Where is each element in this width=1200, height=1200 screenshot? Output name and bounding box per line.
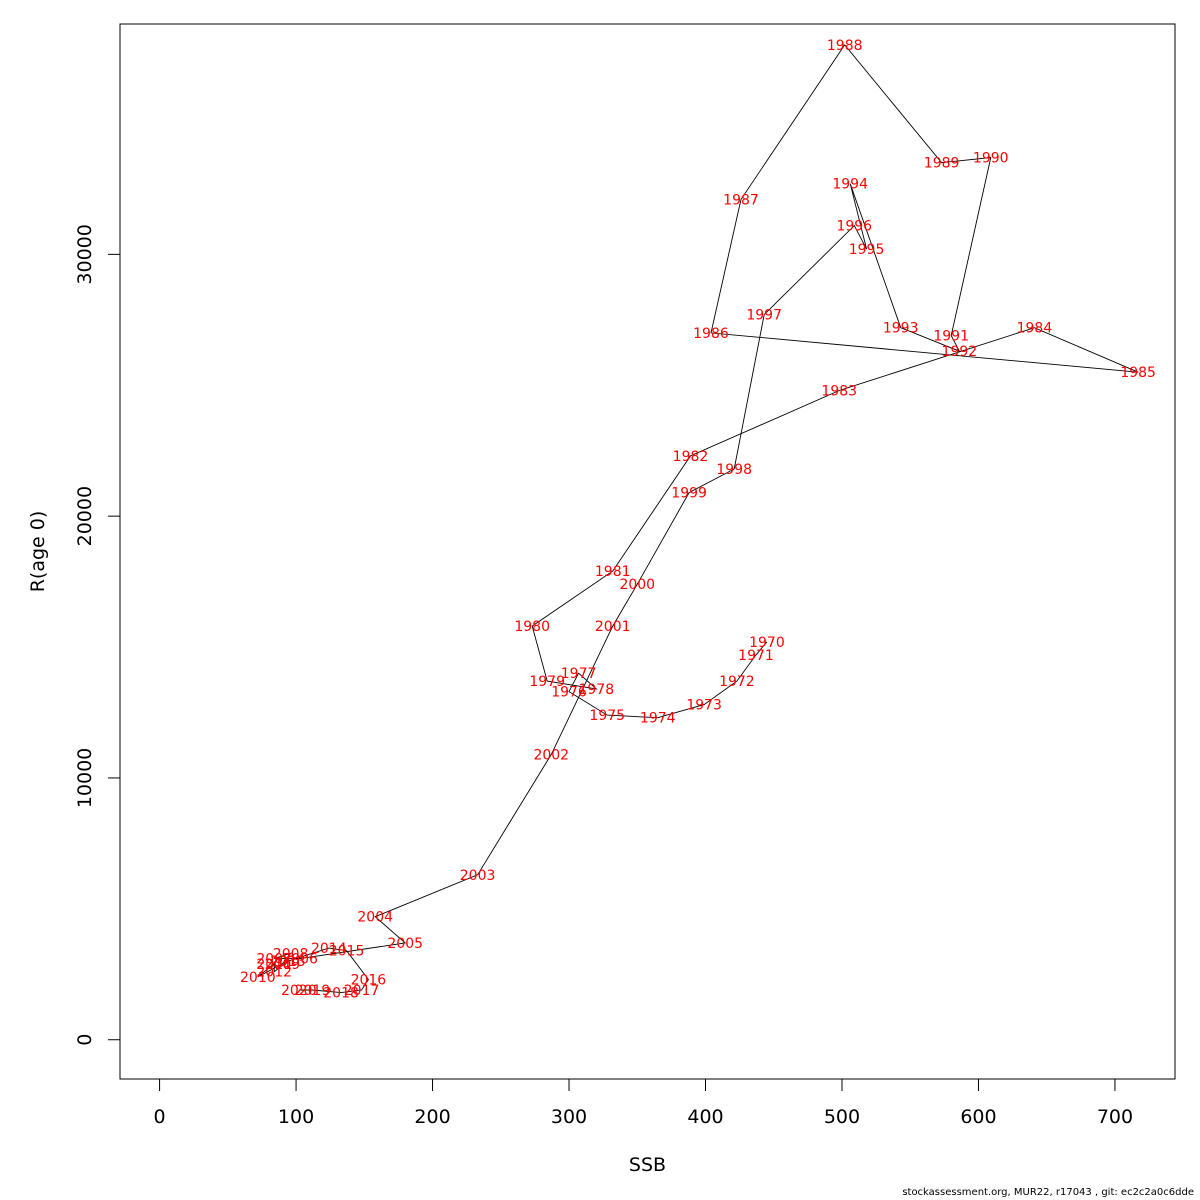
x-tick-label: 300 <box>551 1106 587 1128</box>
year-label-2015: 2015 <box>329 944 365 960</box>
year-label-2010: 2010 <box>240 970 276 986</box>
year-label-1983: 1983 <box>821 384 857 400</box>
year-label-1976: 1976 <box>551 685 587 701</box>
year-label-2004: 2004 <box>357 910 393 926</box>
year-label-1977: 1977 <box>561 666 597 682</box>
year-label-1993: 1993 <box>883 321 919 337</box>
year-label-1992: 1992 <box>942 344 978 360</box>
x-tick-label: 0 <box>154 1106 166 1128</box>
year-label-1975: 1975 <box>589 708 625 724</box>
year-label-1978: 1978 <box>578 682 614 698</box>
year-label-1980: 1980 <box>514 619 550 635</box>
year-label-2012: 2012 <box>256 965 292 981</box>
year-label-2005: 2005 <box>387 936 423 952</box>
year-label-1973: 1973 <box>686 698 722 714</box>
year-label-1989: 1989 <box>924 156 960 172</box>
year-label-1995: 1995 <box>849 242 885 258</box>
year-label-1990: 1990 <box>973 151 1009 167</box>
year-label-2006: 2006 <box>282 952 318 968</box>
year-label-1970: 1970 <box>749 635 785 651</box>
year-label-2008: 2008 <box>273 946 309 962</box>
year-label-1994: 1994 <box>832 177 868 193</box>
year-label-1991: 1991 <box>933 329 969 345</box>
year-label-2016: 2016 <box>351 973 387 989</box>
year-label-2018: 2018 <box>323 986 359 1002</box>
year-label-1979: 1979 <box>529 674 565 690</box>
year-label-2003: 2003 <box>460 868 496 884</box>
plot-frame <box>119 23 1176 1080</box>
year-label-2001: 2001 <box>595 619 631 635</box>
year-label-1985: 1985 <box>1120 365 1156 381</box>
year-label-2011: 2011 <box>256 957 292 973</box>
year-label-2014: 2014 <box>311 941 347 957</box>
year-label-1971: 1971 <box>738 648 774 664</box>
year-label-1999: 1999 <box>671 486 707 502</box>
recruitment-trajectory-line <box>257 44 1139 994</box>
year-label-2007: 2007 <box>256 952 292 968</box>
y-tick-label: 30000 <box>74 224 96 284</box>
axes: 0 100 200 300 400 500 600 700 0 10000 20000 30000 <box>74 224 1133 1128</box>
year-label-2009: 2009 <box>265 957 301 973</box>
y-axis-title: R(age 0) <box>27 511 49 593</box>
year-label-1972: 1972 <box>719 674 755 690</box>
year-label-2000: 2000 <box>619 577 655 593</box>
y-tick-label: 20000 <box>74 486 96 546</box>
x-tick-label: 700 <box>1097 1106 1133 1128</box>
year-labels: 1970197119721973197419751976197719781979… <box>240 38 1156 1002</box>
year-label-1998: 1998 <box>716 462 752 478</box>
year-label-1988: 1988 <box>827 38 863 54</box>
year-label-1982: 1982 <box>673 449 709 465</box>
y-tick-label: 0 <box>74 1034 96 1046</box>
x-tick-label: 200 <box>414 1106 450 1128</box>
year-label-2002: 2002 <box>533 747 569 763</box>
year-label-2017: 2017 <box>344 983 380 999</box>
x-axis-title: SSB <box>629 1154 666 1176</box>
year-label-2013: 2013 <box>270 954 306 970</box>
year-label-1987: 1987 <box>723 192 759 208</box>
year-label-1997: 1997 <box>746 308 782 324</box>
year-label-2019: 2019 <box>295 983 331 999</box>
year-label-1974: 1974 <box>640 711 676 727</box>
year-label-1981: 1981 <box>595 564 631 580</box>
footer-source-text: stockassessment.org, MUR22, r17043 , git… <box>902 1187 1194 1198</box>
y-tick-label: 10000 <box>74 748 96 808</box>
x-tick-label: 500 <box>824 1106 860 1128</box>
x-tick-label: 400 <box>687 1106 723 1128</box>
year-label-2020: 2020 <box>281 983 317 999</box>
x-tick-label: 600 <box>960 1106 996 1128</box>
year-label-1986: 1986 <box>693 326 729 342</box>
year-label-1984: 1984 <box>1017 321 1053 337</box>
year-label-1996: 1996 <box>836 219 872 235</box>
x-tick-label: 100 <box>278 1106 314 1128</box>
